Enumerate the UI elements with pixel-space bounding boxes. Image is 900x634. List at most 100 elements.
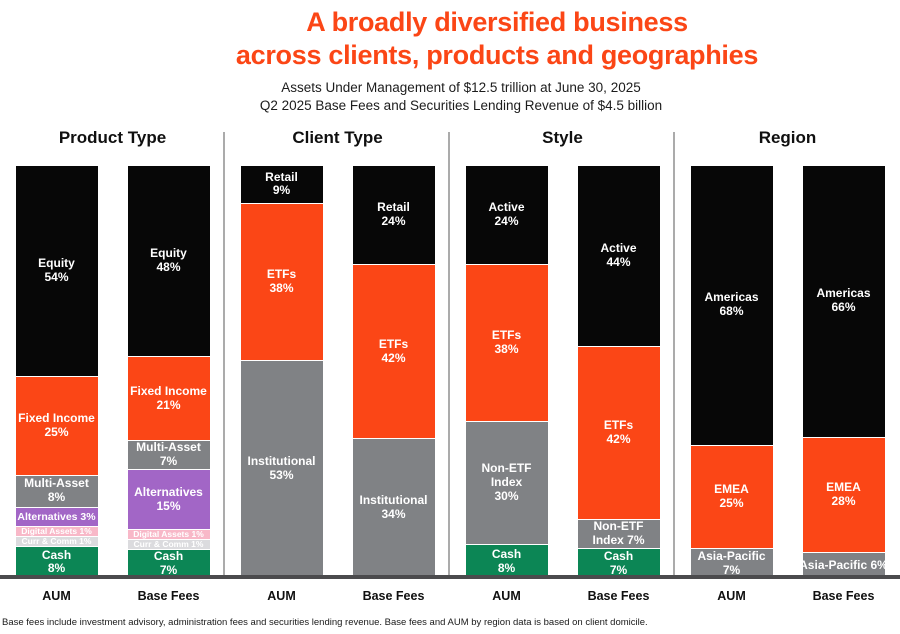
segment-label: Americas 66%: [816, 286, 871, 315]
segment-multi-asset: Multi-Asset 7%: [127, 440, 210, 469]
bar-column-aum: Americas 68% EMEA 25% Asia-Pacific 7% AUM: [690, 166, 773, 603]
bars-row: Active 24% ETFs 38% Non-ETF Index 30% Cash 8% AUM…: [450, 166, 675, 603]
bars-row: Americas 68% EMEA 25% Asia-Pacific 7% AUM Ameri…: [675, 166, 900, 603]
bar-column-aum: Active 24% ETFs 38% Non-ETF Index 30% Cash 8% AUM: [465, 166, 548, 603]
chart-sections: Product Type Equity 54% Fixed Income 25% Mult…: [0, 128, 900, 603]
stacked-bar-style-base-fees: Active 44% ETFs 42% Non-ETF Index 7% Cash 7%: [577, 166, 660, 578]
segment-curr-comm: Curr & Comm 1%: [127, 539, 210, 550]
section-client-type: Client Type Retail 9% ETFs 38% Institutional 5…: [225, 128, 450, 603]
segment-retail: Retail 9%: [240, 166, 323, 203]
section-title: Region: [758, 128, 817, 147]
segment-label: Alternatives 3%: [17, 510, 96, 523]
segment-label: Non-ETF Index 30%: [481, 461, 532, 503]
header: A broadly diversified business across cl…: [0, 6, 900, 114]
axis-label: AUM: [267, 589, 296, 603]
axis-label: Base Fees: [362, 589, 425, 603]
segment-curr-comm: Curr & Comm 1%: [15, 535, 98, 546]
segment-label: ETFs 42%: [378, 336, 409, 365]
section-style: Style Active 24% ETFs 38% Non-ETF Index 30% Cash…: [450, 128, 675, 603]
section-region: Region Americas 68% EMEA 25% Asia-Pacific 7% AU…: [675, 128, 900, 603]
segment-institutional: Institutional 34%: [352, 437, 435, 579]
segment-americas: Americas 66%: [802, 166, 885, 437]
segment-non-etf-index: Non-ETF Index 30%: [465, 420, 548, 545]
bar-column-base-fees: Retail 24% ETFs 42% Institutional 34% Base Fee…: [352, 166, 435, 603]
segment-fixed-income: Fixed Income 21%: [127, 356, 210, 441]
segment-asia-pacific: Asia-Pacific 7%: [690, 548, 773, 578]
segment-label: Multi-Asset 8%: [24, 476, 89, 505]
segment-label: Equity 54%: [38, 256, 75, 285]
page-subtitle: Assets Under Management of $12.5 trillio…: [11, 79, 900, 114]
chart-area: Product Type Equity 54% Fixed Income 25% Mult…: [0, 128, 900, 603]
segment-cash: Cash 8%: [15, 545, 98, 578]
segment-label: Fixed Income 21%: [130, 383, 207, 412]
segment-label: EMEA 25%: [714, 482, 749, 511]
segment-label: EMEA 28%: [826, 480, 861, 508]
page-title-line2: across clients, products and geographies: [235, 40, 759, 70]
segment-label: Non-ETF Index 7%: [592, 519, 645, 548]
segment-alternatives: Alternatives 3%: [15, 506, 98, 526]
segment-label: Fixed Income 25%: [18, 411, 95, 439]
segment-active: Active 44%: [577, 166, 660, 346]
stacked-bar-product-type-base-fees: Equity 48% Fixed Income 21% Multi-Asset 7% Alt…: [127, 166, 210, 579]
section-title: Product Type: [58, 128, 167, 147]
footnote: Base fees include investment advisory, a…: [2, 617, 648, 628]
segment-label: Retail 24%: [377, 200, 410, 229]
subtitle-line1: Assets Under Management of $12.5 trillio…: [281, 80, 641, 95]
segment-label: ETFs 38%: [266, 266, 297, 295]
segment-label: Cash 8%: [41, 547, 72, 576]
segment-cash: Cash 8%: [465, 544, 548, 578]
segment-digital-assets: Digital Assets 1%: [127, 529, 210, 540]
segment-label: Curr & Comm 1%: [133, 539, 204, 550]
section-title: Client Type: [292, 128, 383, 147]
segment-digital-assets: Digital Assets 1%: [15, 525, 98, 536]
stacked-bar-region-base-fees: Americas 66% EMEA 28% Asia-Pacific 6%: [802, 166, 885, 578]
stacked-bar-client-type-aum: Retail 9% ETFs 38% Institutional 53%: [240, 166, 323, 578]
stacked-bar-style-aum: Active 24% ETFs 38% Non-ETF Index 30% Cash 8%: [465, 166, 548, 578]
segment-label: Cash 7%: [603, 548, 634, 577]
segment-equity: Equity 54%: [15, 166, 98, 377]
segment-label: Active 24%: [488, 200, 525, 229]
chart-baseline: [0, 575, 900, 579]
segment-etfs: ETFs 42%: [352, 264, 435, 438]
segment-label: Retail 9%: [265, 169, 298, 198]
bar-column-aum: Equity 54% Fixed Income 25% Multi-Asset 8% Alt…: [15, 166, 98, 603]
segment-retail: Retail 24%: [352, 166, 435, 265]
segment-americas: Americas 68%: [690, 166, 773, 445]
segment-emea: EMEA 28%: [802, 436, 885, 553]
axis-label: Base Fees: [587, 589, 650, 603]
bar-column-base-fees: Active 44% ETFs 42% Non-ETF Index 7% Cash 7% Bas…: [577, 166, 660, 603]
segment-active: Active 24%: [465, 166, 548, 265]
segment-label: Institutional 34%: [359, 493, 428, 522]
segment-label: Cash 8%: [491, 546, 522, 575]
stacked-bar-client-type-base-fees: Retail 24% ETFs 42% Institutional 34%: [352, 166, 435, 579]
subtitle-line2: Q2 2025 Base Fees and Securities Lending…: [259, 97, 663, 113]
bar-column-base-fees: Americas 66% EMEA 28% Asia-Pacific 6% Base Fe…: [802, 166, 885, 603]
segment-label: Asia-Pacific 7%: [697, 548, 766, 577]
segment-non-etf-index: Non-ETF Index 7%: [577, 518, 660, 549]
bars-row: Retail 9% ETFs 38% Institutional 53% AUM Retail…: [225, 166, 450, 603]
bar-column-aum: Retail 9% ETFs 38% Institutional 53% AUM: [240, 166, 323, 603]
bars-row: Equity 54% Fixed Income 25% Multi-Asset 8% Alt…: [0, 166, 225, 603]
segment-equity: Equity 48%: [127, 166, 210, 357]
segment-institutional: Institutional 53%: [240, 359, 323, 578]
segment-label: Equity 48%: [150, 246, 187, 275]
segment-etfs: ETFs 38%: [465, 264, 548, 421]
segment-cash: Cash 7%: [127, 549, 210, 579]
section-title: Style: [542, 128, 583, 147]
axis-label: AUM: [717, 589, 746, 603]
segment-label: Digital Assets 1%: [21, 525, 92, 536]
segment-label: Cash 7%: [153, 549, 184, 578]
stacked-bar-region-aum: Americas 68% EMEA 25% Asia-Pacific 7%: [690, 166, 773, 578]
segment-fixed-income: Fixed Income 25%: [15, 376, 98, 475]
page-title: A broadly diversified business across cl…: [47, 6, 900, 72]
segment-label: Multi-Asset 7%: [136, 440, 201, 469]
segment-label: Asia-Pacific 6%: [802, 557, 885, 572]
axis-label: Base Fees: [137, 589, 200, 603]
segment-label: Americas 68%: [704, 290, 759, 319]
segment-emea: EMEA 25%: [690, 444, 773, 549]
page-title-line1: A broadly diversified business: [306, 7, 688, 37]
axis-label: Base Fees: [812, 589, 875, 603]
segment-label: Institutional 53%: [247, 454, 316, 483]
segment-alternatives: Alternatives 15%: [127, 468, 210, 530]
